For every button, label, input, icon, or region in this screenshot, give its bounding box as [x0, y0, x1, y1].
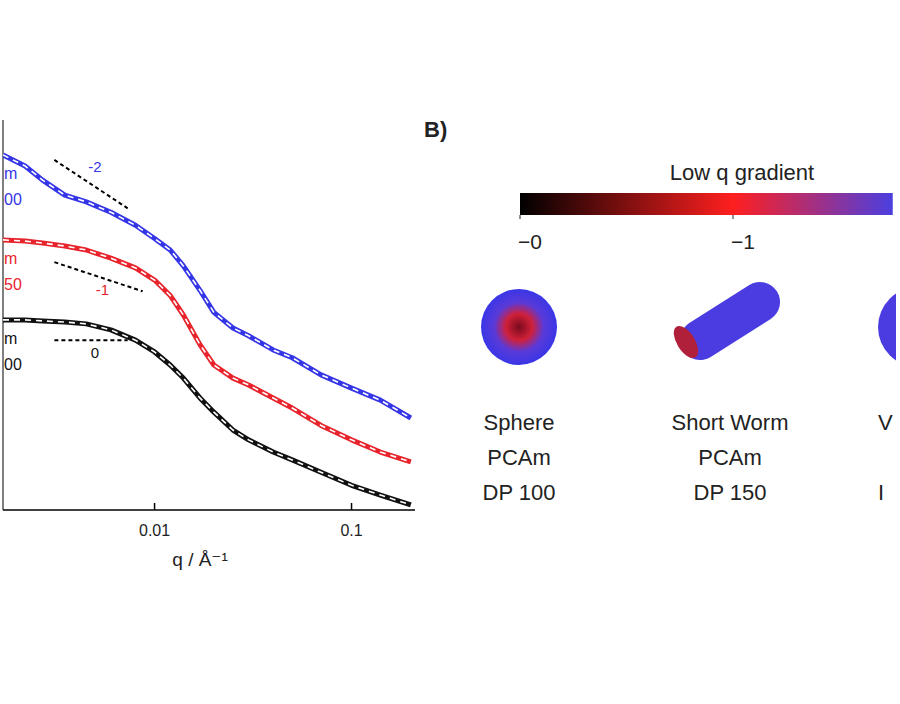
color-bar-title: Low q gradient [670, 160, 814, 185]
panel-letter: B) [424, 117, 447, 142]
color-bar-tick [733, 215, 734, 219]
vesicle-outer [878, 287, 896, 367]
shape-label: PCAm [487, 445, 551, 470]
shape-label: V [878, 410, 893, 435]
x-tick-label: 0.1 [340, 522, 362, 539]
vesicle-icon [878, 287, 896, 367]
color-bar-tick-label: −0 [518, 230, 542, 253]
fit-line [3, 320, 411, 505]
plot-area [3, 155, 411, 505]
shape-label: Short Worm [672, 410, 789, 435]
shape-label: PCAm [698, 445, 762, 470]
shape-label: DP 150 [694, 480, 767, 505]
slope-guide [54, 339, 127, 341]
data-line [3, 155, 411, 418]
shape-label: I [878, 480, 884, 505]
slope-label: -1 [96, 281, 109, 298]
sphere-icon [481, 289, 557, 365]
x-axis-title: q / Å⁻¹ [172, 549, 227, 570]
worm-end [669, 322, 703, 362]
series-label: 00 [4, 356, 22, 373]
fit-line [3, 240, 411, 462]
color-bar-tick [520, 215, 521, 219]
worm-icon [700, 302, 760, 340]
data-line [3, 320, 411, 505]
x-axis [3, 509, 415, 511]
slope-label: -2 [88, 158, 101, 175]
series-label: 00 [4, 191, 22, 208]
series-label: 50 [4, 276, 22, 293]
figure: 0.01 0.1 q / Å⁻¹ -2 -1 0 m 00 m 50 m 00 B) Low q grad… [0, 0, 900, 704]
x-tick [351, 503, 353, 510]
shape-label: Sphere [484, 410, 555, 435]
fit-line [3, 155, 411, 418]
color-bar [520, 193, 893, 215]
data-line [3, 240, 411, 462]
shape-label: DP 100 [483, 480, 556, 505]
series-label: m [4, 250, 17, 267]
slope-label: 0 [91, 344, 99, 361]
series-label: m [4, 330, 17, 347]
x-tick [154, 503, 156, 510]
color-bar-tick-label: −1 [731, 230, 755, 253]
x-tick-label: 0.01 [139, 522, 170, 539]
series-label: m [4, 165, 17, 182]
